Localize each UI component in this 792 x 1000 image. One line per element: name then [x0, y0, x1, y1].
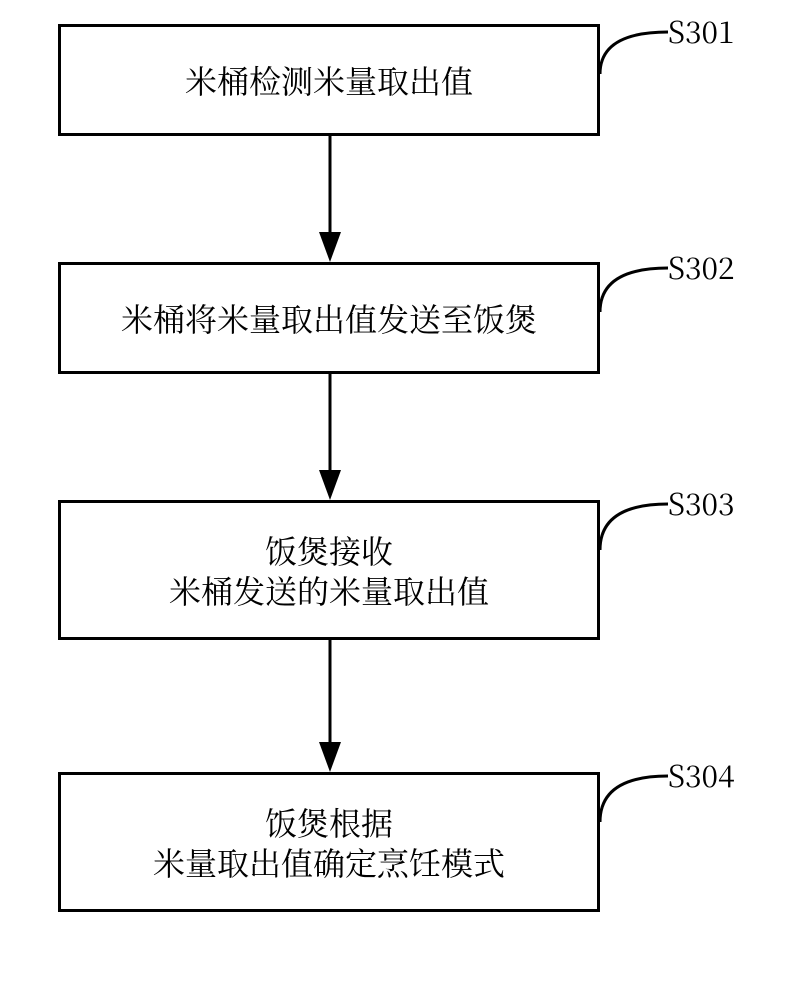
flow-arrow [310, 374, 350, 500]
step-label-s304: S304 [668, 752, 735, 796]
step-label-s303: S303 [668, 480, 735, 524]
step-label-s302: S302 [668, 244, 735, 288]
flowchart-canvas: 米桶检测米量取出值米桶将米量取出值发送至饭煲饭煲接收 米桶发送的米量取出值饭煲根… [0, 0, 792, 1000]
flow-node-s301: 米桶检测米量取出值 [58, 24, 600, 136]
label-connector [596, 764, 672, 826]
flow-arrow [310, 136, 350, 262]
label-connector [596, 20, 672, 78]
label-connector [596, 492, 672, 554]
flow-node-s303: 饭煲接收 米桶发送的米量取出值 [58, 500, 600, 640]
flow-arrow [310, 640, 350, 772]
flow-node-s304: 饭煲根据 米量取出值确定烹饪模式 [58, 772, 600, 912]
flow-node-s302: 米桶将米量取出值发送至饭煲 [58, 262, 600, 374]
step-label-s301: S301 [668, 8, 735, 52]
label-connector [596, 256, 672, 316]
